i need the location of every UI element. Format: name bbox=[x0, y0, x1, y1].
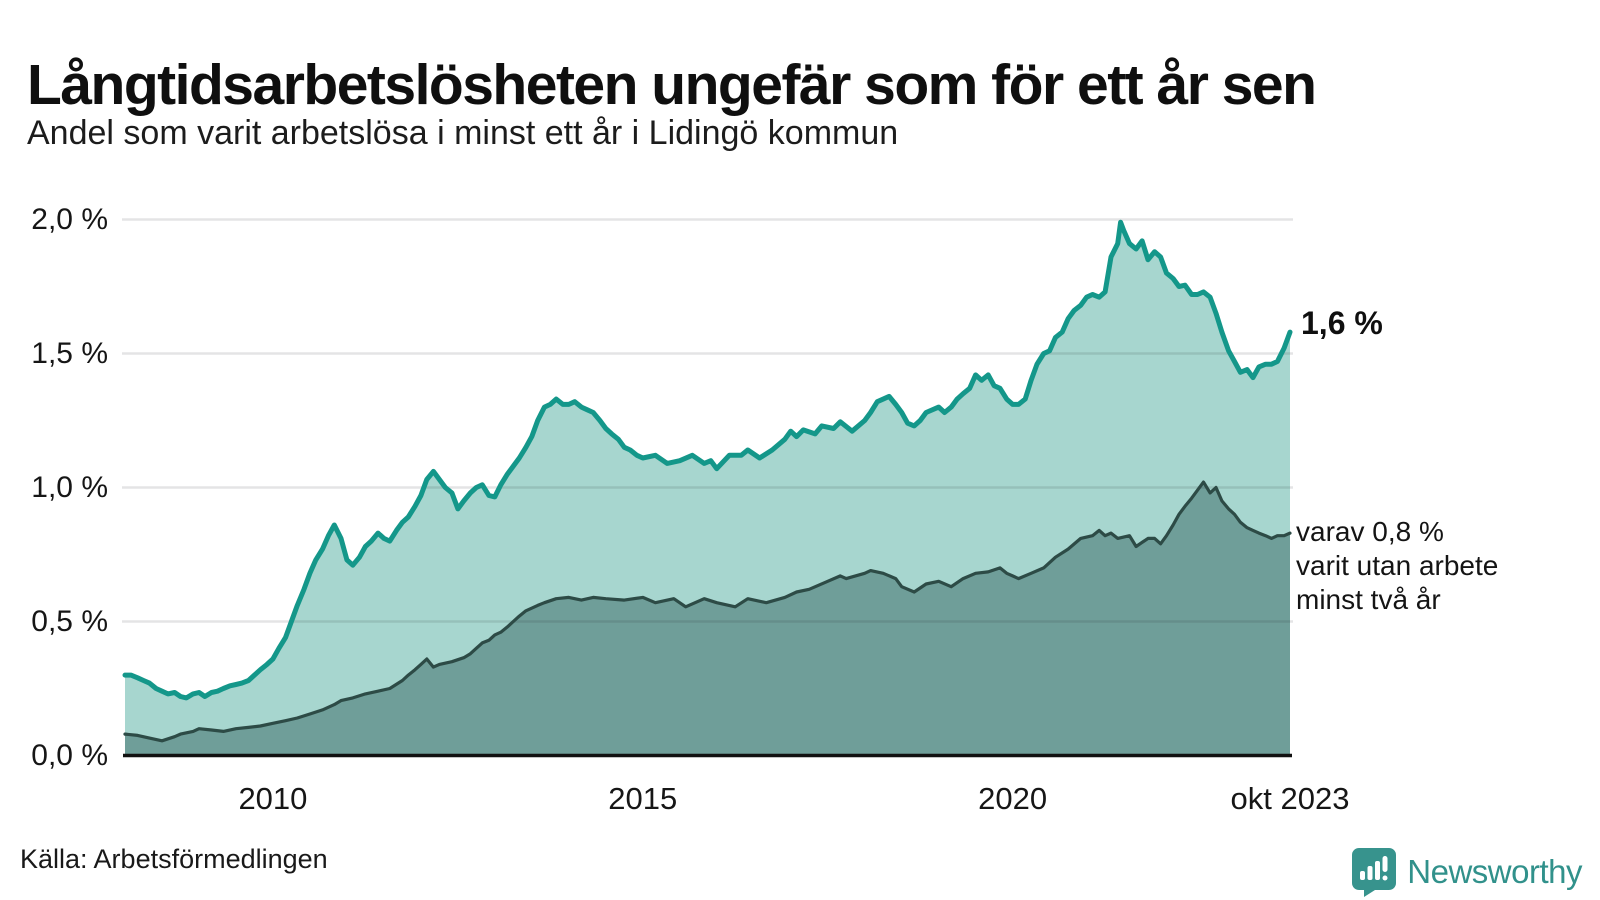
page-subtitle: Andel som varit arbetslösa i minst ett å… bbox=[27, 114, 899, 152]
annotation-line-1: varav 0,8 % bbox=[1296, 516, 1444, 547]
newsworthy-icon bbox=[1352, 848, 1397, 897]
area-fill-min-two-years bbox=[125, 482, 1290, 756]
x-tick-label: 2015 bbox=[608, 781, 678, 816]
x-tick-label: 2010 bbox=[238, 781, 308, 816]
y-tick-label: 1,5 % bbox=[31, 336, 108, 370]
annotation-line-3: minst två år bbox=[1296, 584, 1441, 615]
line-min-two-years bbox=[123, 480, 1292, 743]
y-tick-label: 0,5 % bbox=[31, 604, 108, 638]
x-tick-label: okt 2023 bbox=[1230, 781, 1350, 816]
y-tick-label: 1,0 % bbox=[31, 470, 108, 504]
brand-logo: Newsworthy bbox=[1351, 848, 1582, 897]
line-min-one-year bbox=[122, 219, 1293, 701]
page-title: Långtidsarbetslösheten ungefär som för e… bbox=[27, 53, 1317, 118]
end-annotation-two-years: varav 0,8 % varit utan arbete minst två … bbox=[1296, 515, 1498, 617]
brand-name: Newsworthy bbox=[1407, 853, 1582, 890]
y-tick-label: 0,0 % bbox=[31, 738, 108, 772]
x-tick-label: 2020 bbox=[978, 781, 1048, 816]
end-value-label-total: 1,6 % bbox=[1301, 305, 1383, 341]
y-tick-label: 2,0 % bbox=[31, 202, 108, 236]
source-credit: Källa: Arbetsförmedlingen bbox=[20, 844, 328, 874]
gridlines bbox=[122, 218, 1293, 623]
annotation-line-2: varit utan arbete bbox=[1296, 550, 1499, 581]
